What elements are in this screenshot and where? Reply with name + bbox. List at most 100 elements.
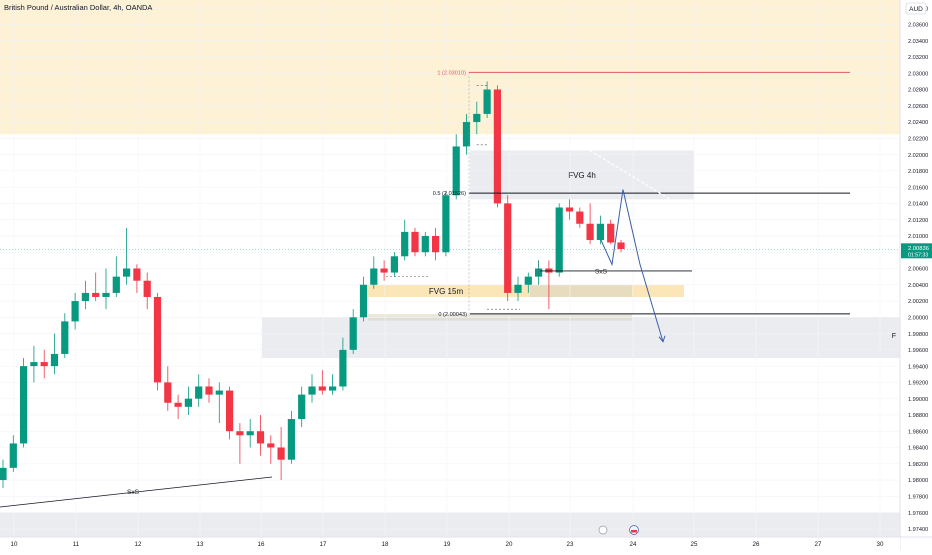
price-tick-label: 2.02800: [908, 88, 928, 94]
candle-body: [555, 207, 563, 273]
candle-body: [329, 386, 337, 391]
zone-area-4: [0, 512, 900, 537]
price-tick-label: 1.97400: [908, 527, 928, 533]
candle-body: [596, 223, 604, 241]
candle-body: [246, 431, 254, 436]
price-tick-label: 1.98000: [908, 478, 928, 484]
candle-body: [298, 394, 306, 420]
candle-body: [205, 386, 213, 395]
time-tick-label: 10: [11, 541, 18, 548]
candle-body: [267, 443, 275, 448]
candle-body: [359, 284, 368, 318]
candle-layer: [0, 81, 625, 489]
zone-area-0: [0, 0, 900, 135]
zone-layer: FVG 4h FVG 15m: [0, 0, 900, 537]
candle-body: [215, 390, 223, 395]
last-price-badge: [901, 243, 932, 259]
zone-label: FVG 15m: [429, 287, 464, 296]
candle-body: [401, 231, 409, 257]
candle-body: [184, 398, 192, 407]
price-tick-label: 2.02400: [908, 120, 928, 126]
price-tick-label: 2.00000: [908, 316, 928, 322]
candle-body: [195, 386, 203, 399]
candle-body: [40, 362, 48, 367]
time-tick-label: 16: [258, 541, 265, 548]
time-tick-label: 23: [567, 541, 574, 548]
time-tick-label: 18: [382, 541, 389, 548]
candle-body: [462, 122, 471, 147]
price-tick-label: 1.99400: [908, 364, 928, 370]
candle-body: [545, 268, 553, 273]
candle-body: [133, 268, 141, 281]
candle-body: [370, 268, 378, 285]
candle-body: [164, 382, 172, 403]
price-tick-label: 2.02600: [908, 104, 928, 110]
price-tick-label: 2.01000: [908, 234, 928, 240]
fib-label: 1 (2.03010): [437, 70, 466, 76]
fib-label: 0 (2.00043): [438, 312, 467, 318]
candle-body: [452, 146, 460, 196]
zone-area-3: [262, 317, 900, 358]
candle-body: [277, 447, 285, 460]
edge-label: F: [892, 333, 896, 340]
candle-body: [493, 89, 501, 204]
time-tick-label: 24: [630, 541, 637, 548]
fib-label: 0.5 (2.01526): [433, 191, 466, 197]
candle-body: [30, 362, 38, 367]
price-axis-bg: [900, 0, 932, 550]
fvg-diagonal: [589, 150, 671, 200]
time-tick-label: 11: [73, 541, 80, 548]
time-tick-label: 13: [197, 541, 204, 548]
zone-fvg-4h: [470, 150, 694, 200]
zone-fvg-15m: [368, 284, 684, 297]
candle-body: [442, 195, 450, 253]
candle-body: [174, 402, 182, 407]
time-tick-label: 30: [877, 541, 884, 548]
candle-body: [143, 280, 151, 297]
price-tick-label: 1.98600: [908, 429, 928, 435]
price-tick-label: 2.03200: [908, 55, 928, 61]
candle-body: [607, 223, 615, 243]
price-tick-label: 1.99200: [908, 381, 928, 387]
countdown-label: 01:57:33: [908, 252, 928, 258]
sxs-trendline: [0, 476, 273, 508]
chart-title: British Pound / Australian Dollar, 4h, O…: [4, 3, 153, 12]
candle-body: [617, 242, 625, 249]
price-tick-label: 2.03400: [908, 39, 928, 45]
candle-body: [123, 268, 131, 277]
time-tick-label: 19: [444, 541, 451, 548]
price-tick-label: 1.99800: [908, 332, 928, 338]
candle-body: [514, 284, 522, 293]
candle-body: [421, 235, 429, 253]
sxs-label: SxS: [127, 489, 140, 496]
price-tick-label: 1.98400: [908, 446, 928, 452]
time-tick-label: 27: [815, 541, 822, 548]
candle-body: [339, 349, 347, 387]
price-tick-label: 2.00600: [908, 267, 928, 273]
candle-body: [9, 443, 17, 468]
path-arrowhead: [658, 335, 666, 343]
price-tick-label: 2.00400: [908, 283, 928, 289]
time-tick-label: 12: [135, 541, 142, 548]
candle-body: [226, 390, 234, 432]
time-tick-label: 20: [506, 541, 513, 548]
candle-body: [432, 235, 440, 253]
time-axis-bg: [0, 537, 900, 550]
candle-body: [318, 386, 326, 391]
candle-body: [565, 207, 574, 212]
candle-body: [102, 292, 110, 297]
time-tick-label: 26: [753, 541, 760, 548]
flag-icon-stripe: [631, 530, 637, 533]
price-tick-label: 1.98800: [908, 413, 928, 419]
candle-body: [380, 268, 388, 273]
candle-body: [390, 256, 398, 273]
candle-body: [71, 301, 79, 322]
candle-body: [576, 211, 584, 224]
price-tick-label: 2.00200: [908, 299, 928, 305]
event-icon: [598, 525, 608, 535]
price-tick-label: 2.01200: [908, 218, 928, 224]
candle-body: [349, 317, 357, 350]
drawing-layer: 1 (2.03010) 0.5 (2.01526) 0 (2.00043) SxS Sx…: [0, 70, 900, 535]
